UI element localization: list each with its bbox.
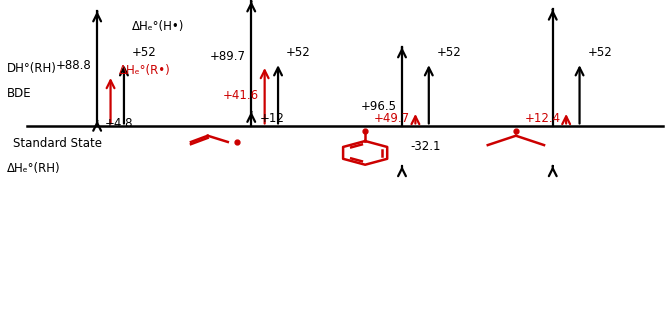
Text: -32.1: -32.1 [410,140,441,153]
Text: +52: +52 [437,46,462,59]
Text: +52: +52 [132,46,157,59]
Text: BDE: BDE [7,87,31,100]
Text: +41.6: +41.6 [223,89,259,102]
Text: +88.8: +88.8 [56,59,92,72]
Text: +49.7: +49.7 [374,112,410,125]
Text: Standard State: Standard State [13,137,103,150]
Text: +89.7: +89.7 [210,50,246,63]
Text: ΔHₑ°(R•): ΔHₑ°(R•) [119,64,170,77]
Text: +52: +52 [286,46,311,59]
Text: ΔHₑ°(H•): ΔHₑ°(H•) [132,20,184,33]
Text: ΔHₑ°(RH): ΔHₑ°(RH) [7,162,60,175]
Text: +96.5: +96.5 [360,100,397,113]
Text: +4.8: +4.8 [105,117,134,130]
Text: DH°(RH): DH°(RH) [7,62,56,75]
Text: +12: +12 [259,112,284,125]
Text: +52: +52 [588,46,612,59]
Text: +12.4: +12.4 [525,112,561,125]
